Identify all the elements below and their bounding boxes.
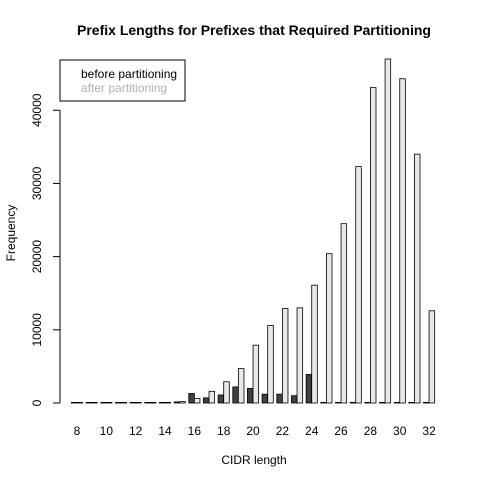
- bar-before-partitioning: [144, 401, 151, 404]
- y-tick-label: 20000: [30, 240, 44, 274]
- bar-before-partitioning: [364, 401, 371, 404]
- bar-before-partitioning: [291, 395, 298, 404]
- chart-title: Prefix Lengths for Prefixes that Require…: [77, 22, 431, 38]
- bar-before-partitioning: [100, 401, 107, 404]
- bar-before-partitioning: [261, 393, 269, 404]
- bar-after-partitioning: [193, 398, 201, 404]
- bar-after-partitioning: [76, 401, 83, 404]
- bar-after-partitioning: [369, 87, 377, 404]
- x-tick-label: 14: [158, 424, 172, 438]
- bar-after-partitioning: [384, 58, 392, 404]
- bar-after-partitioning: [223, 381, 230, 404]
- bar-after-partitioning: [252, 344, 260, 404]
- x-axis-label: CIDR length: [221, 453, 286, 467]
- bar-after-partitioning: [237, 368, 245, 404]
- legend-box: [59, 59, 186, 102]
- bar-after-partitioning: [355, 166, 362, 404]
- y-tick-label: 40000: [30, 93, 44, 127]
- y-tick-label: 30000: [30, 166, 44, 200]
- legend-after-partitioning: after partitioning: [81, 81, 167, 95]
- x-tick-label: 10: [100, 424, 114, 438]
- bar-before-partitioning: [335, 401, 342, 404]
- bar-after-partitioning: [296, 307, 304, 404]
- bar-before-partitioning: [349, 401, 357, 404]
- bar-after-partitioning: [281, 308, 289, 404]
- x-tick-label: 22: [276, 424, 290, 438]
- bar-before-partitioning: [85, 401, 93, 404]
- bar-after-partitioning: [414, 153, 421, 404]
- bar-before-partitioning: [159, 401, 166, 404]
- bar-before-partitioning: [71, 401, 78, 404]
- x-tick-label: 26: [334, 424, 348, 438]
- y-axis-label: Frequency: [4, 205, 18, 262]
- bar-before-partitioning: [320, 401, 327, 404]
- bar-before-partitioning: [217, 394, 225, 404]
- bar-after-partitioning: [135, 401, 142, 404]
- bar-after-partitioning: [105, 401, 113, 404]
- x-tick-label: 24: [305, 424, 319, 438]
- bar-before-partitioning: [188, 393, 195, 404]
- bar-after-partitioning: [120, 401, 128, 404]
- bar-after-partitioning: [428, 310, 436, 404]
- legend: before partitioning after partitioning: [59, 59, 186, 102]
- bar-after-partitioning: [325, 253, 333, 404]
- x-tick-label: 12: [129, 424, 143, 438]
- bar-after-partitioning: [267, 325, 274, 404]
- bar-before-partitioning: [423, 401, 430, 404]
- x-tick-label: 28: [364, 424, 378, 438]
- bar-before-partitioning: [173, 401, 181, 404]
- bar-after-partitioning: [179, 401, 186, 404]
- bar-after-partitioning: [164, 401, 172, 404]
- bar-before-partitioning: [203, 397, 210, 404]
- bar-after-partitioning: [311, 284, 318, 404]
- x-tick-label: 8: [74, 424, 81, 438]
- x-tick-label: 18: [217, 424, 231, 438]
- bar-before-partitioning: [379, 401, 386, 404]
- x-tick-label: 20: [246, 424, 260, 438]
- bar-after-partitioning: [149, 401, 157, 404]
- bar-after-partitioning: [208, 390, 216, 404]
- bar-before-partitioning: [232, 386, 239, 404]
- bar-before-partitioning: [408, 401, 415, 404]
- x-tick-label: 16: [188, 424, 202, 438]
- bar-before-partitioning: [247, 387, 254, 404]
- x-tick-label: 32: [422, 424, 436, 438]
- bar-after-partitioning: [399, 78, 406, 404]
- y-tick-label: 10000: [30, 313, 44, 347]
- bar-before-partitioning: [393, 401, 401, 404]
- x-tick-label: 30: [393, 424, 407, 438]
- legend-before-partitioning: before partitioning: [81, 67, 177, 81]
- bar-after-partitioning: [91, 401, 98, 404]
- bar-before-partitioning: [276, 393, 283, 404]
- y-tick-label: 0: [30, 399, 44, 406]
- bar-after-partitioning: [340, 223, 348, 404]
- bar-before-partitioning: [115, 401, 122, 404]
- y-axis: 0 10000 20000 30000 40000: [30, 93, 61, 406]
- x-axis-tick-labels: 8 10 12 14 16 18 20 22 24 26 28 30 32: [74, 424, 436, 438]
- bars: [71, 58, 436, 404]
- bar-before-partitioning: [129, 401, 137, 404]
- bar-before-partitioning: [305, 374, 313, 404]
